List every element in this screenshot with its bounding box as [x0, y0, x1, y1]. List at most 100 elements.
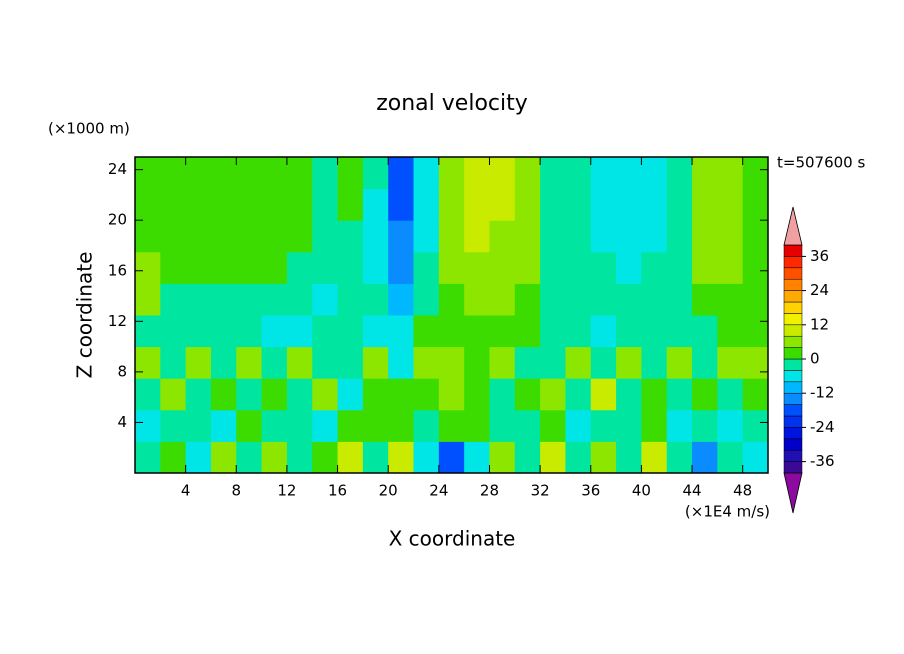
field-cell [135, 441, 161, 474]
field-cell [337, 283, 364, 316]
field-cell [616, 220, 642, 253]
field-cell [261, 315, 288, 348]
field-cell [185, 188, 212, 221]
field-cell [438, 315, 465, 348]
field-cell [464, 441, 490, 474]
field-cell [489, 346, 516, 379]
x-tick-label: 4 [181, 482, 191, 500]
field-cell [185, 315, 212, 348]
field-cell [413, 315, 440, 348]
field-cell [666, 220, 693, 253]
field-cell [312, 315, 339, 348]
field-cell [717, 220, 744, 253]
field-cell [540, 409, 566, 442]
field-cell [312, 346, 339, 379]
field-cell [590, 315, 617, 348]
field-cell [438, 251, 465, 284]
y-tick-label: 24 [108, 160, 127, 178]
colorbar-segment [783, 381, 803, 394]
field-cell [135, 157, 161, 190]
field-cell [616, 378, 642, 411]
field-cell [210, 409, 237, 442]
field-cell [565, 220, 592, 253]
field-cell [438, 346, 465, 379]
field-cell [565, 441, 592, 474]
field-cell [489, 188, 516, 221]
field-cell [590, 220, 617, 253]
field-cell [641, 441, 668, 474]
field-cell [616, 315, 642, 348]
field-cell [438, 157, 465, 190]
field-cell [286, 188, 313, 221]
field-cell [540, 378, 566, 411]
field-cell [185, 157, 212, 190]
field-cell [565, 283, 592, 316]
field-cell [388, 251, 415, 284]
field-cell [540, 251, 566, 284]
field-cell [692, 251, 718, 284]
field-cell [616, 409, 642, 442]
field-cell [616, 157, 642, 190]
field-cell [565, 157, 592, 190]
field-cell [337, 251, 364, 284]
field-cell [514, 157, 541, 190]
field-cell [717, 315, 744, 348]
field-cell [236, 346, 263, 379]
field-cell [742, 251, 769, 284]
field-cell [337, 188, 364, 221]
field-cell [692, 283, 718, 316]
field-cell [261, 283, 288, 316]
field-cell [464, 378, 490, 411]
field-cell [210, 315, 237, 348]
colorbar-segment [783, 415, 803, 428]
field-cell [464, 188, 490, 221]
field-cell [742, 441, 769, 474]
field-cell [413, 188, 440, 221]
colorbar-segment [783, 370, 803, 383]
field-cell [388, 346, 415, 379]
field-cell [641, 251, 668, 284]
field-cell [185, 409, 212, 442]
field-cell [312, 220, 339, 253]
field-cell [641, 409, 668, 442]
field-cell [413, 251, 440, 284]
field-cell [464, 251, 490, 284]
field-cell [135, 409, 161, 442]
field-cell [438, 441, 465, 474]
colorbar-segment [783, 335, 803, 348]
colorbar-tick-label: -12 [810, 384, 835, 402]
field-cell [666, 315, 693, 348]
field-cell [514, 220, 541, 253]
field-cell [717, 409, 744, 442]
field-cell [692, 157, 718, 190]
field-cell [312, 378, 339, 411]
field-cell [666, 378, 693, 411]
field-cell [464, 409, 490, 442]
field-cell [413, 346, 440, 379]
y-tick-label: 16 [108, 261, 127, 279]
field-cell [666, 251, 693, 284]
field-cell [261, 157, 288, 190]
field-cell [514, 315, 541, 348]
field-cell [666, 157, 693, 190]
y-tick-label: 8 [117, 362, 127, 380]
field-cell [362, 315, 389, 348]
colorbar-segment [783, 438, 803, 451]
field-cell [210, 220, 237, 253]
field-cell [135, 315, 161, 348]
colorbar-segment [783, 267, 803, 280]
field-cell [692, 441, 718, 474]
field-cell [261, 378, 288, 411]
field-cell [160, 409, 187, 442]
field-cell [413, 283, 440, 316]
field-cell [236, 157, 263, 190]
field-cell [236, 409, 263, 442]
field-cell [312, 157, 339, 190]
field-cell [692, 220, 718, 253]
colorbar-segment [783, 358, 803, 371]
field-cell [692, 346, 718, 379]
field-cell [362, 283, 389, 316]
field-cell [160, 315, 187, 348]
colorbar-segment [783, 404, 803, 417]
field-cell [362, 188, 389, 221]
